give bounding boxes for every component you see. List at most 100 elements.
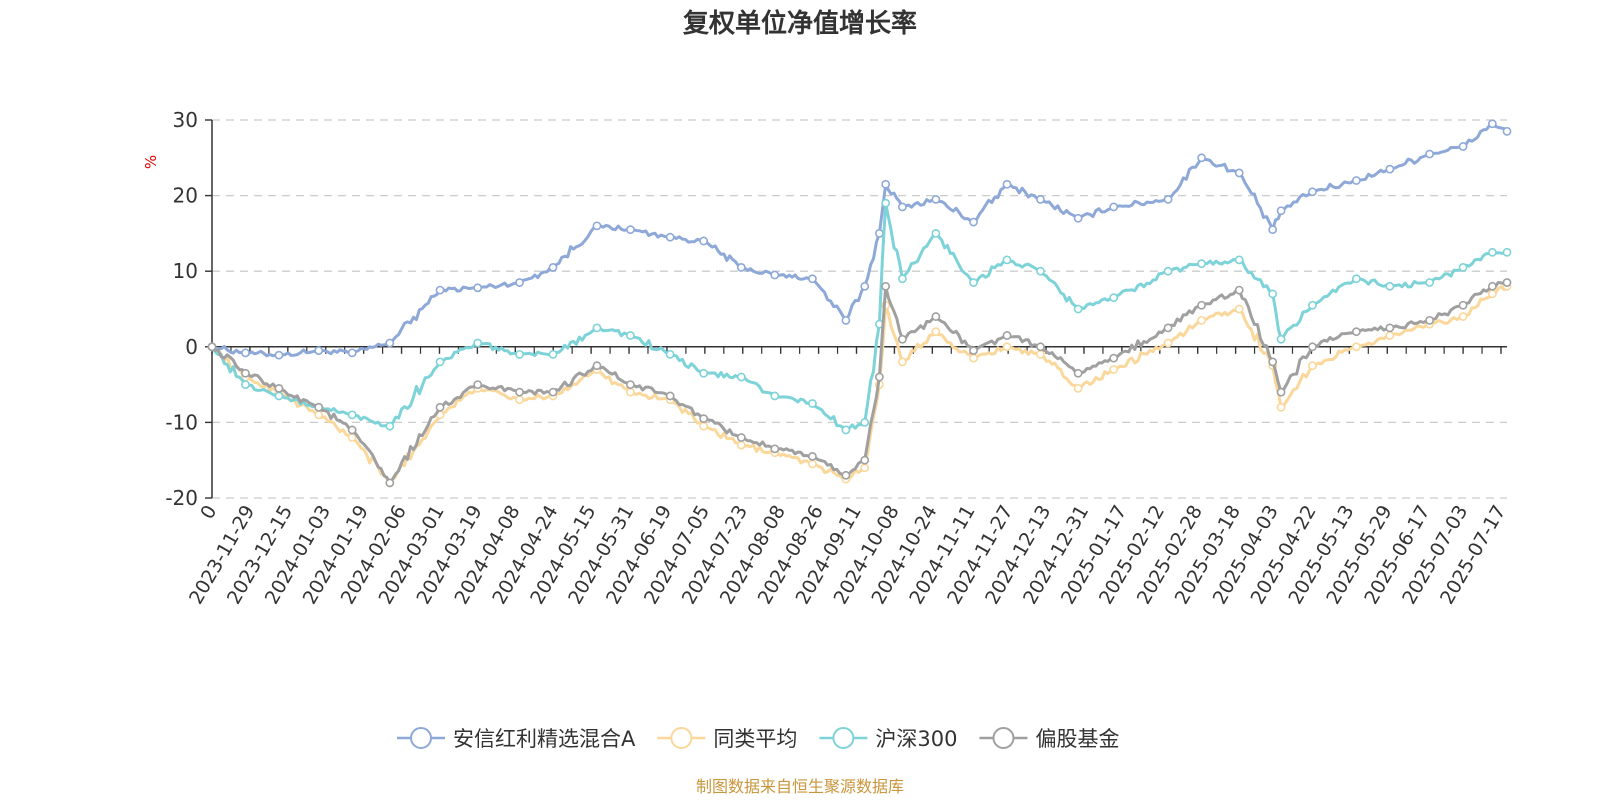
series-point xyxy=(881,281,891,291)
series-point xyxy=(1276,387,1286,397)
legend-label: 安信红利精选混合A xyxy=(453,727,636,751)
series-point xyxy=(548,349,558,359)
series-point xyxy=(1036,266,1045,276)
series-point xyxy=(874,372,884,382)
legend-label: 沪深300 xyxy=(875,727,957,751)
series-point xyxy=(1036,342,1045,352)
series-point xyxy=(1308,300,1317,310)
y-tick-label: -20 xyxy=(165,486,198,510)
series-point xyxy=(347,410,357,420)
series-point xyxy=(1425,315,1434,325)
series-point xyxy=(665,349,675,359)
series-point xyxy=(1163,323,1173,333)
series-point xyxy=(241,368,250,378)
series-point xyxy=(808,399,817,408)
legend-item[interactable]: 沪深300 xyxy=(819,727,957,751)
series-point xyxy=(1002,342,1012,352)
series-point xyxy=(1002,179,1012,189)
series-point xyxy=(626,387,635,397)
series-point xyxy=(1458,263,1468,272)
series-point xyxy=(314,402,324,412)
series-point xyxy=(736,440,746,450)
series-point xyxy=(1487,119,1497,129)
series-point xyxy=(1036,349,1045,359)
series-point xyxy=(515,395,524,405)
series-point xyxy=(1276,206,1286,216)
x-tick-label: 0 xyxy=(196,502,221,523)
series-point xyxy=(699,414,709,424)
series-point xyxy=(881,179,891,189)
series-point xyxy=(1163,338,1173,348)
series-point xyxy=(1487,247,1497,257)
series-point xyxy=(1308,187,1317,197)
series-point xyxy=(1073,383,1083,393)
series-point xyxy=(969,346,978,355)
series-point xyxy=(1276,334,1286,344)
data-source-note: 制图数据来自恒生聚源数据库 xyxy=(696,777,904,796)
series-point xyxy=(1458,300,1468,310)
series-line xyxy=(210,285,1509,485)
series-point xyxy=(699,368,709,378)
series-point xyxy=(860,417,870,427)
series-point xyxy=(1073,368,1083,378)
series-point xyxy=(626,380,635,389)
series-point xyxy=(699,421,709,431)
series-point xyxy=(347,433,357,442)
legend-item[interactable]: 同类平均 xyxy=(657,727,797,751)
series-point xyxy=(207,342,217,352)
legend-item[interactable]: 安信红利精选混合A xyxy=(397,727,636,751)
series-point xyxy=(385,478,395,488)
series-point xyxy=(548,387,558,397)
series-point xyxy=(435,285,445,295)
series-point xyxy=(274,391,284,401)
series-point xyxy=(1002,255,1012,265)
series-point xyxy=(860,281,870,291)
series-point xyxy=(969,278,978,287)
series-line xyxy=(210,201,1508,432)
series-point xyxy=(770,270,780,280)
series-point xyxy=(274,350,284,360)
series-point xyxy=(1502,278,1512,287)
series-point xyxy=(1197,300,1206,310)
series-point xyxy=(548,263,558,272)
series-point xyxy=(1109,365,1119,374)
series-point xyxy=(931,228,941,238)
series-point xyxy=(736,433,746,442)
series-point xyxy=(1351,176,1361,185)
series-line xyxy=(210,281,1508,485)
series-point xyxy=(1385,331,1395,340)
series-point xyxy=(1276,402,1286,412)
legend-item[interactable]: 偏股基金 xyxy=(979,727,1119,751)
series-point xyxy=(1502,247,1512,257)
series-point xyxy=(1308,342,1317,352)
series-point xyxy=(385,421,395,431)
series-point xyxy=(874,228,884,238)
legend-swatch-marker xyxy=(992,727,1015,749)
series-point xyxy=(1458,312,1468,321)
series-point xyxy=(736,263,746,272)
series-point xyxy=(1351,274,1361,284)
y-tick-label: 20 xyxy=(173,184,198,208)
legend-swatch-marker xyxy=(670,727,693,749)
chart-title: 复权单位净值增长率 xyxy=(683,8,917,39)
series-point xyxy=(241,380,250,389)
series-point xyxy=(931,327,941,337)
series-point xyxy=(1308,361,1317,371)
series-point xyxy=(385,338,395,348)
series-lines xyxy=(207,119,1512,488)
series-point xyxy=(592,361,602,371)
series-point xyxy=(314,346,324,355)
series-point xyxy=(808,452,817,461)
series-point xyxy=(665,232,675,242)
series-point xyxy=(808,274,817,284)
series-point xyxy=(347,348,357,358)
legend-label: 同类平均 xyxy=(713,727,797,751)
series-point xyxy=(274,383,284,393)
y-tick-label: 0 xyxy=(185,335,198,359)
series-point xyxy=(1385,281,1395,291)
legend[interactable]: 安信红利精选混合A 同类平均 沪深300 偏股基金 xyxy=(397,727,1119,751)
series-point xyxy=(515,278,524,287)
series-point xyxy=(1487,281,1497,291)
series-point xyxy=(1002,331,1012,340)
